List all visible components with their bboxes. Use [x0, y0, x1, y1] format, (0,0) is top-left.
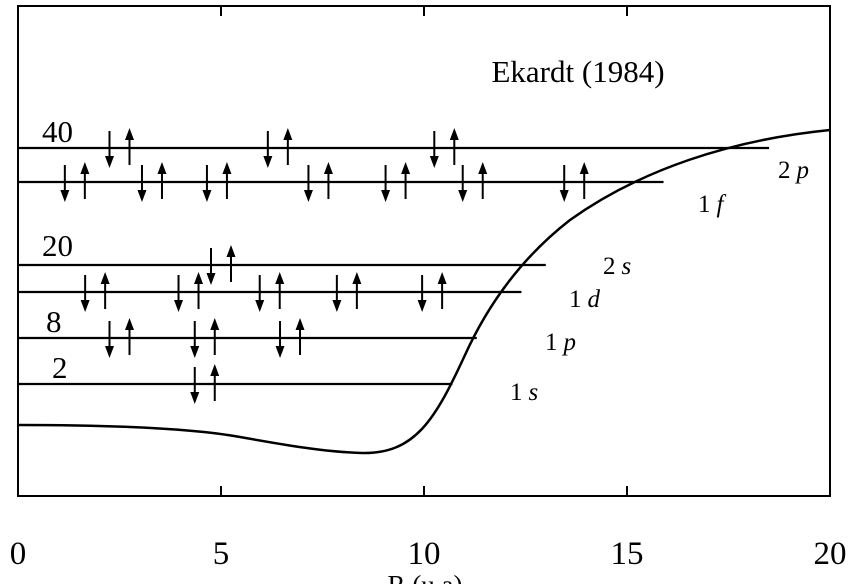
x-axis-ticks: 0 5 10 15 20	[10, 6, 847, 572]
spin-down-arrow	[303, 165, 313, 202]
spin-down-arrow	[137, 165, 147, 202]
spin-down-arrow	[105, 131, 114, 168]
potential-curve	[17, 128, 831, 455]
magic-number-20: 20	[42, 228, 73, 263]
spin-up-arrow	[352, 272, 362, 309]
spin-down-arrow	[80, 275, 90, 312]
attribution-label: Ekardt (1984)	[491, 54, 664, 89]
spin-up-arrow	[80, 162, 90, 199]
spin-down-arrow	[255, 275, 265, 312]
spin-down-arrow	[429, 131, 439, 168]
spin-up-arrow	[295, 318, 305, 355]
spin-down-arrow	[206, 248, 216, 285]
spin-up-arrow	[401, 162, 411, 199]
x-tick-label: 15	[611, 536, 644, 572]
x-tick-label: 5	[213, 536, 230, 572]
spin-up-arrow	[275, 272, 285, 309]
spin-down-arrow	[559, 165, 569, 202]
spin-down-arrow	[60, 165, 70, 202]
level-labels: 2 p 1 f 2 s1 d 1 p 1 s 40 20 8 2	[42, 114, 809, 406]
spin-up-arrow	[437, 272, 447, 309]
x-tick-label: 10	[408, 536, 441, 572]
spin-down-arrow	[190, 367, 200, 404]
magic-number-2: 2	[52, 350, 68, 385]
spin-up-arrow	[323, 162, 333, 199]
spin-up-arrow	[194, 272, 204, 309]
spin-up-arrow	[226, 245, 236, 282]
magic-number-40: 40	[42, 114, 73, 149]
x-tick-label: 0	[10, 536, 27, 572]
spin-up-arrow	[210, 318, 220, 355]
spin-down-arrow	[417, 275, 427, 312]
spin-down-arrow	[332, 275, 342, 312]
spin-down-arrow	[263, 131, 273, 168]
spin-up-arrow	[157, 162, 167, 199]
spin-up-arrow	[222, 162, 232, 199]
spin-up-arrow	[283, 128, 293, 165]
spin-up-arrow	[125, 318, 134, 355]
spin-up-arrow	[100, 272, 110, 309]
spin-down-arrow	[202, 165, 212, 202]
plot-frame	[17, 5, 831, 497]
spin-down-arrow	[381, 165, 391, 202]
spin-down-arrow	[275, 321, 285, 358]
x-axis-label: R (u.a)	[388, 570, 463, 584]
spin-up-arrow	[478, 162, 488, 199]
spin-up-arrow	[449, 128, 459, 165]
spin-down-arrow	[190, 321, 200, 358]
spin-up-arrow	[210, 364, 220, 401]
spin-up-arrow	[125, 128, 134, 165]
spin-down-arrow	[105, 321, 114, 358]
magic-number-8: 8	[46, 304, 62, 339]
spin-down-arrow	[174, 275, 184, 312]
x-tick-label: 20	[814, 536, 847, 572]
spin-up-arrow	[579, 162, 589, 199]
energy-levels	[18, 128, 770, 404]
spin-down-arrow	[458, 165, 468, 202]
